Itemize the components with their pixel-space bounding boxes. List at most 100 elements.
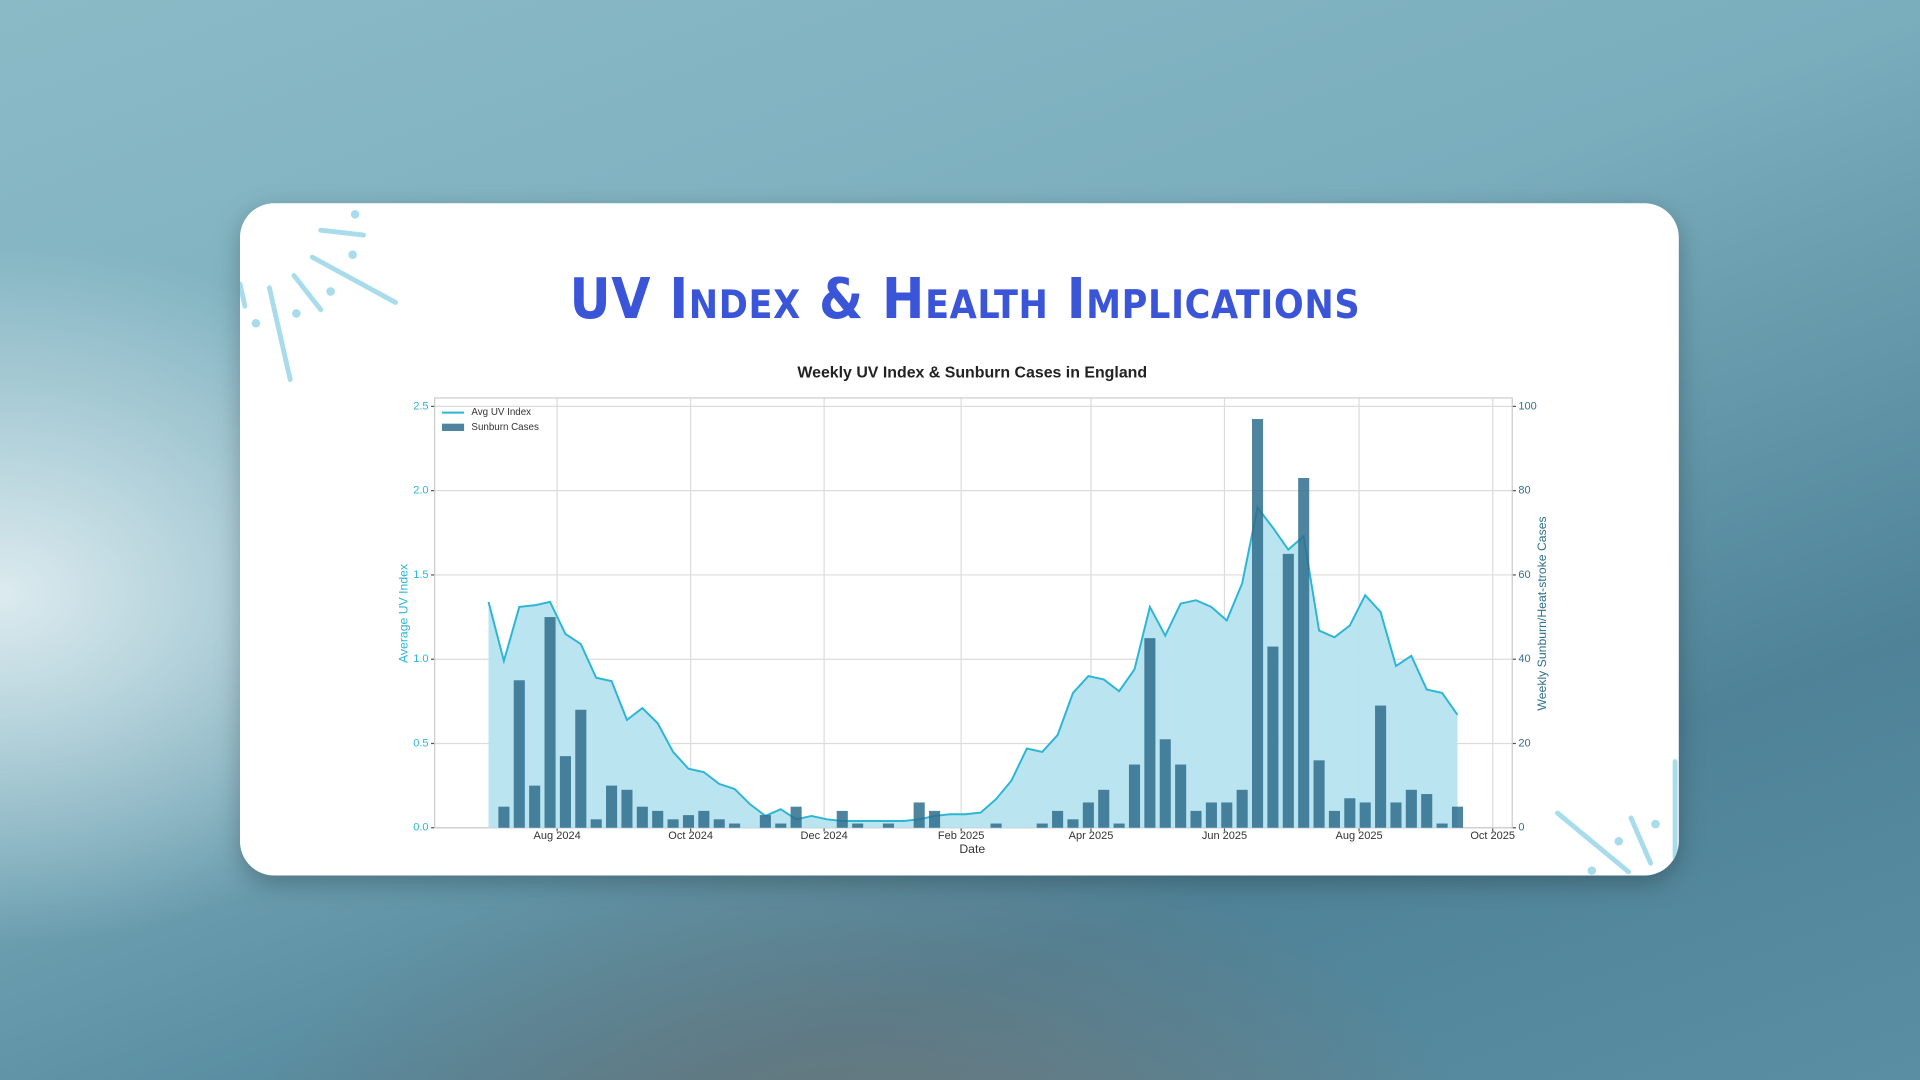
bar [544, 617, 556, 828]
bar [636, 806, 648, 828]
deco-dot [350, 210, 360, 219]
y-tick-label: 1.0 [413, 653, 428, 665]
deco-dot [348, 250, 357, 259]
y-tick-label: 1.5 [413, 569, 428, 581]
legend-label: Sunburn Cases [471, 422, 539, 433]
bar [1405, 789, 1417, 828]
uv-area [488, 507, 1458, 828]
x-axis-label: Date [959, 842, 985, 856]
bar [1421, 794, 1433, 828]
bar [652, 810, 664, 828]
bar [529, 785, 541, 828]
bar [1451, 806, 1464, 828]
bar [606, 785, 618, 828]
bar [1390, 802, 1402, 828]
x-tick-label: Feb 2025 [938, 830, 985, 842]
deco-line [309, 254, 398, 305]
y-tick-label: 0.0 [413, 822, 428, 834]
bar [590, 819, 602, 828]
x-tick-label: Apr 2025 [1069, 830, 1114, 842]
bar [1052, 810, 1064, 828]
y-tick-label: 2.0 [413, 485, 428, 497]
bar [1344, 798, 1356, 828]
bar [1267, 646, 1279, 828]
bar [836, 810, 848, 828]
bar [667, 819, 679, 828]
bar [1375, 705, 1387, 828]
x-tick-label: Jun 2025 [1202, 830, 1247, 842]
bar [882, 823, 894, 828]
bar [1175, 764, 1187, 828]
deco-dot [1587, 866, 1597, 875]
bar [1359, 802, 1371, 828]
deco-dot [326, 287, 335, 296]
bar [1205, 802, 1217, 828]
bar [575, 709, 587, 828]
bar [1236, 789, 1248, 828]
bar [1098, 789, 1110, 828]
bar [929, 810, 941, 828]
bar [498, 806, 510, 828]
deco-dot [1651, 819, 1660, 829]
slide-title: UV Index & Health Implications [570, 267, 1361, 332]
bar [1313, 760, 1325, 828]
x-tick-label: Oct 2025 [1470, 830, 1515, 842]
deco-line [291, 273, 324, 313]
bar [775, 823, 787, 828]
x-tick-label: Dec 2024 [801, 830, 848, 842]
bar [621, 789, 633, 828]
bar [1036, 823, 1048, 828]
bar [1252, 419, 1264, 828]
deco-line [318, 227, 367, 238]
bar [790, 806, 802, 828]
legend-swatch [442, 423, 465, 432]
bar [713, 819, 725, 828]
bar [513, 680, 525, 828]
deco-dot [251, 318, 261, 328]
bar [1113, 823, 1125, 828]
y2-tick-label: 100 [1518, 400, 1536, 412]
bar [1436, 823, 1448, 828]
bar [1298, 478, 1310, 828]
bar [559, 756, 571, 828]
bar [759, 815, 771, 828]
x-tick-label: Aug 2024 [534, 830, 581, 842]
bar [1067, 819, 1079, 828]
x-tick-label: Oct 2024 [668, 830, 713, 842]
y2-tick-label: 40 [1518, 653, 1530, 665]
bar [1082, 802, 1094, 828]
y2-tick-label: 60 [1518, 569, 1530, 581]
y2-tick-label: 0 [1518, 822, 1524, 834]
decorations [240, 210, 1678, 875]
bar [852, 823, 864, 828]
bar [1159, 739, 1171, 828]
bar [1328, 810, 1340, 828]
bar [729, 823, 741, 828]
deco-dot [1614, 836, 1624, 846]
y2-axis-label: Weekly Sunburn/Heat-stroke Cases [1535, 516, 1549, 710]
chart-title: Weekly UV Index & Sunburn Cases in Engla… [797, 365, 1147, 382]
bar [1190, 810, 1202, 828]
y2-tick-label: 80 [1518, 485, 1530, 497]
deco-line [240, 281, 248, 309]
uv-line [487, 505, 1459, 822]
y2-tick-label: 20 [1518, 737, 1530, 749]
y-tick-label: 2.5 [413, 400, 428, 412]
bar [1282, 553, 1294, 828]
deco-line [1628, 815, 1654, 866]
bar [1221, 802, 1233, 828]
x-tick-label: Aug 2025 [1335, 830, 1382, 842]
bar [698, 810, 710, 828]
bar [913, 802, 925, 828]
y-tick-label: 0.5 [413, 737, 428, 749]
deco-dot [292, 309, 301, 318]
deco-line [1555, 810, 1632, 875]
y-axis-label: Average UV Index [396, 564, 410, 663]
bar [1128, 764, 1141, 828]
legend-label: Avg UV Index [471, 407, 531, 418]
bar [990, 823, 1002, 828]
bar [682, 815, 695, 828]
bar [1144, 638, 1156, 828]
